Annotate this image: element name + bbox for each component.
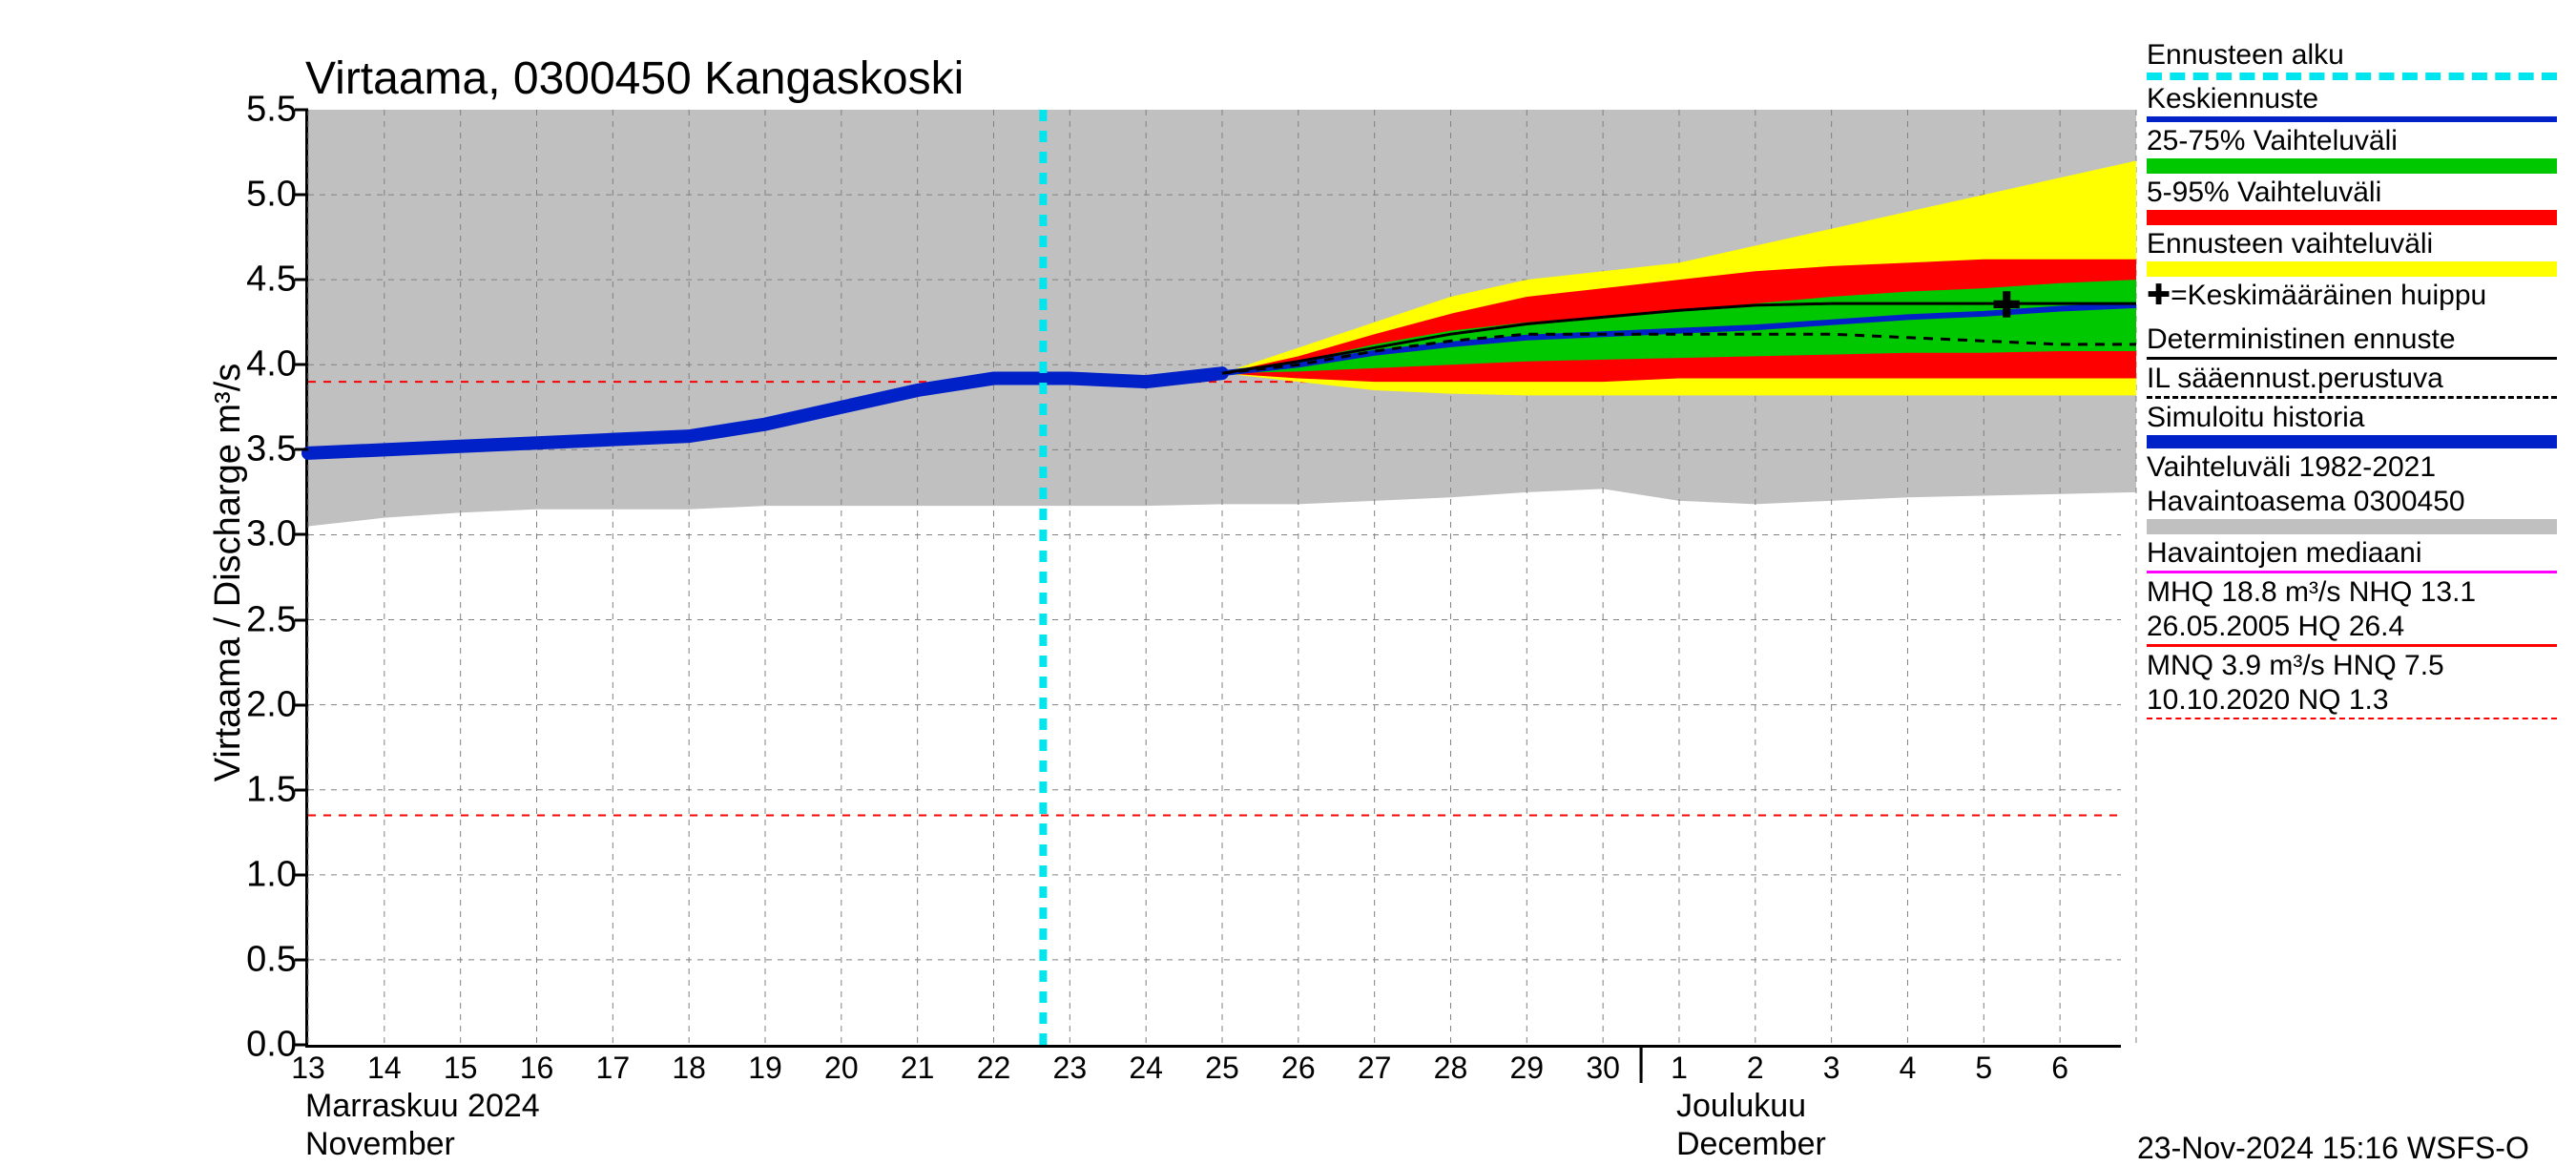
x-tick-label: 19 (748, 1045, 782, 1086)
legend-entry: MHQ 18.8 m³/s NHQ 13.1 26.05.2005 HQ 26.… (2147, 575, 2557, 647)
x-tick-label: 28 (1434, 1045, 1468, 1086)
month-label: Marraskuu 2024 (305, 1088, 540, 1125)
legend-label: 5-95% Vaihteluväli (2147, 176, 2557, 210)
legend-label: MHQ 18.8 m³/s NHQ 13.1 26.05.2005 HQ 26.… (2147, 575, 2557, 644)
x-tick-label: 30 (1586, 1045, 1620, 1086)
legend: Ennusteen alku Keskiennuste 25-75% Vaihtel… (2147, 38, 2557, 721)
legend-entry: Ennusteen vaihteluväli (2147, 227, 2557, 277)
legend-label: Havaintojen mediaani (2147, 536, 2557, 571)
x-tick-label: 1 (1671, 1045, 1688, 1086)
x-tick-label: 2 (1747, 1045, 1764, 1086)
x-tick-label: 23 (1053, 1045, 1088, 1086)
legend-entry: Keskiennuste (2147, 82, 2557, 122)
legend-label: Keskiennuste (2147, 82, 2557, 116)
plot-area: ✚ 0.00.51.01.52.02.53.03.54.04.55.05.513… (305, 110, 2121, 1048)
x-tick-label: 26 (1281, 1045, 1316, 1086)
legend-entry: IL sääennust.perustuva (2147, 362, 2557, 399)
month-label: Joulukuu (1676, 1088, 1806, 1125)
x-tick-label: 6 (2051, 1045, 2068, 1086)
x-tick-label: 15 (444, 1045, 478, 1086)
legend-label: ✚=Keskimääräinen huippu (2147, 279, 2557, 313)
chart-container: Virtaama / Discharge m³/s Virtaama, 0300… (0, 0, 2576, 1145)
legend-entry: 25-75% Vaihteluväli (2147, 124, 2557, 174)
legend-entry: ✚=Keskimääräinen huippu (2147, 279, 2557, 313)
x-tick-label: 5 (1975, 1045, 1992, 1086)
legend-label: 25-75% Vaihteluväli (2147, 124, 2557, 158)
x-tick-label: 16 (520, 1045, 554, 1086)
legend-entry: MNQ 3.9 m³/s HNQ 7.5 10.10.2020 NQ 1.3 (2147, 649, 2557, 719)
y-axis-label: Virtaama / Discharge m³/s (208, 364, 249, 782)
x-tick-label: 18 (672, 1045, 706, 1086)
legend-entry: 5-95% Vaihteluväli (2147, 176, 2557, 225)
legend-label: Ennusteen vaihteluväli (2147, 227, 2557, 261)
plot-svg: ✚ (308, 110, 2121, 1045)
legend-entry: Deterministinen ennuste (2147, 323, 2557, 360)
x-tick-label: 4 (1900, 1045, 1917, 1086)
x-tick-label: 27 (1358, 1045, 1392, 1086)
legend-entry: Havaintojen mediaani (2147, 536, 2557, 573)
x-tick-label: 13 (291, 1045, 325, 1086)
x-tick-label: 3 (1823, 1045, 1840, 1086)
legend-label: Vaihteluväli 1982-2021 Havaintoasema 030… (2147, 450, 2557, 519)
x-tick-label: 20 (824, 1045, 859, 1086)
x-tick-label: 14 (367, 1045, 402, 1086)
legend-label: IL sääennust.perustuva (2147, 362, 2557, 396)
x-tick-label: 17 (596, 1045, 631, 1086)
x-tick-label: 29 (1510, 1045, 1545, 1086)
x-tick-label: 25 (1205, 1045, 1239, 1086)
x-tick-label: 21 (901, 1045, 935, 1086)
chart-title: Virtaama, 0300450 Kangaskoski (305, 52, 964, 105)
legend-label: Deterministinen ennuste (2147, 323, 2557, 357)
legend-entry: Vaihteluväli 1982-2021 Havaintoasema 030… (2147, 450, 2557, 534)
legend-label: Simuloitu historia (2147, 401, 2557, 435)
legend-entry: Ennusteen alku (2147, 38, 2557, 80)
footer-timestamp: 23-Nov-2024 15:16 WSFS-O (2137, 1131, 2529, 1166)
legend-label: MNQ 3.9 m³/s HNQ 7.5 10.10.2020 NQ 1.3 (2147, 649, 2557, 718)
svg-text:✚: ✚ (1992, 285, 2021, 324)
legend-label: Ennusteen alku (2147, 38, 2557, 73)
x-tick-label: 22 (977, 1045, 1011, 1086)
x-tick-label: 24 (1129, 1045, 1163, 1086)
legend-entry: Simuloitu historia (2147, 401, 2557, 448)
